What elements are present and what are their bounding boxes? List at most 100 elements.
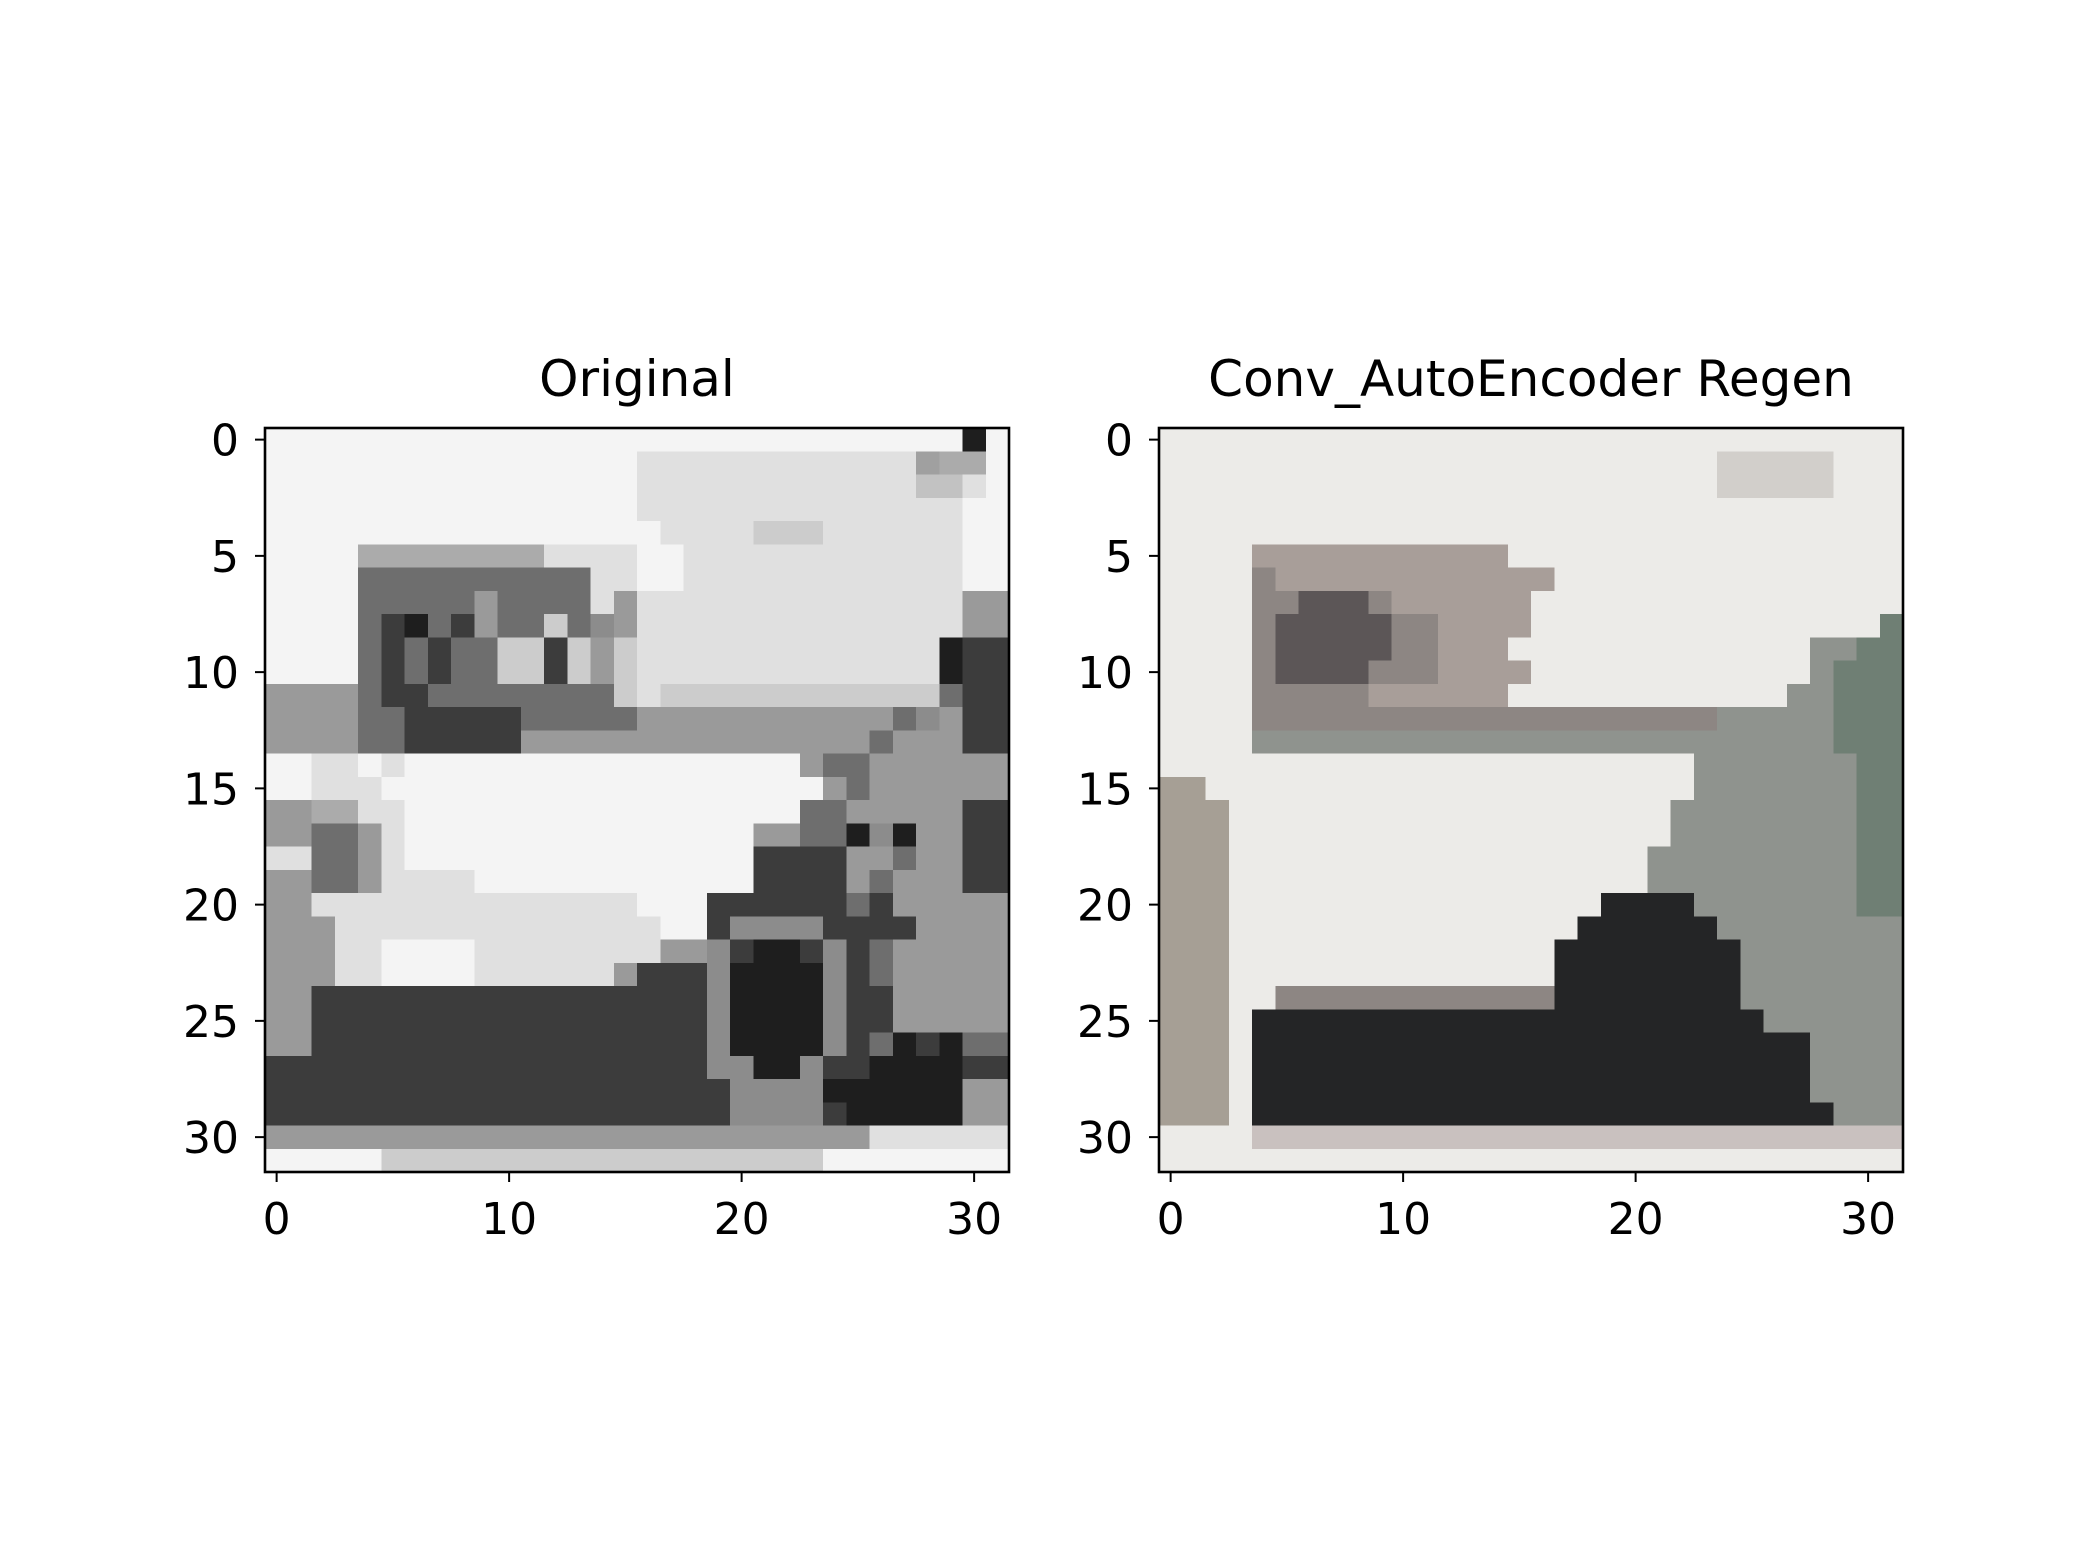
pixel [1624,637,1648,662]
pixel [1414,1125,1439,1150]
pixel [358,916,382,941]
pixel [846,707,871,731]
pixel [1159,1032,1183,1057]
pixel [1740,730,1765,755]
pixel [1391,474,1416,499]
pixel [474,1055,499,1080]
pixel [334,1148,359,1173]
pixel [985,1148,1010,1173]
pixel [962,962,987,987]
pixel [1717,614,1741,638]
pixel [1879,823,1904,848]
pixel [869,986,894,1010]
pixel [427,474,452,499]
pixel [823,1009,847,1034]
pixel [799,869,824,894]
pixel [1531,1032,1555,1057]
pixel [520,893,545,917]
pixel [1298,916,1323,941]
pixel [311,521,336,545]
pixel [823,521,847,545]
pixel [753,590,778,615]
pixel [1554,753,1579,778]
pixel [1717,451,1741,476]
pixel [1345,1079,1369,1103]
pixel [1763,893,1788,917]
pixel [1810,800,1834,824]
pixel [1345,1009,1369,1034]
pixel [1345,823,1369,848]
pixel [1507,1148,1532,1173]
pixel [1763,986,1788,1010]
pixel [846,776,871,801]
pixel [916,683,940,708]
pixel [311,1055,336,1080]
pixel [1321,660,1346,685]
pixel [265,521,289,545]
pixel [706,1009,731,1034]
pixel [1531,1079,1555,1103]
pixel [1833,893,1858,917]
pixel [962,451,987,476]
pixel [1275,474,1300,499]
pixel [1763,521,1788,545]
pixel [1298,1102,1323,1127]
pixel [1531,986,1555,1010]
pixel [311,660,336,685]
regen-image-panel: Conv_AutoEncoder Regen 0 10 20 300510152025… [1077,350,1905,1245]
pixel [753,753,778,778]
pixel [1740,590,1765,615]
pixel [1298,614,1323,638]
pixel [1600,846,1625,871]
pixel [1205,474,1230,499]
pixel [892,962,917,987]
pixel [1205,590,1230,615]
pixel [1856,614,1881,638]
pixel [427,986,452,1010]
pixel [1763,730,1788,755]
pixel [1205,800,1230,824]
pixel [497,1079,522,1103]
pixel [1624,614,1648,638]
pixel [1438,1055,1462,1080]
pixel [520,1009,545,1034]
pixel [497,776,522,801]
pixel [985,800,1010,824]
pixel [1438,428,1462,452]
pixel [1577,1055,1602,1080]
pixel [1786,1009,1811,1034]
pixel [1763,1009,1788,1034]
pixel [265,660,289,685]
pixel [1182,428,1207,452]
pixel [892,1125,917,1150]
pixel [1856,1148,1881,1173]
pixel [497,846,522,871]
pixel [1554,1079,1579,1103]
pixel [1600,637,1625,662]
pixel [358,869,382,894]
pixel [567,521,592,545]
pixel [404,1125,429,1150]
pixel [520,521,545,545]
pixel [474,800,499,824]
pixel [1205,986,1230,1010]
pixel [869,1055,894,1080]
pixel [1693,544,1718,569]
pixel [358,730,382,755]
pixel [497,893,522,917]
pixel [1624,823,1648,848]
pixel [1647,567,1672,592]
pixel [1670,637,1695,662]
pixel [1856,707,1881,731]
pixel [1600,428,1625,452]
pixel [1484,474,1509,499]
pixel [1391,800,1416,824]
pixel [1740,660,1765,685]
pixel [613,893,638,917]
pixel [730,1125,754,1150]
pixel [776,846,801,871]
pixel [520,660,545,685]
pixel [358,986,382,1010]
pixel [939,614,964,638]
pixel [962,893,987,917]
